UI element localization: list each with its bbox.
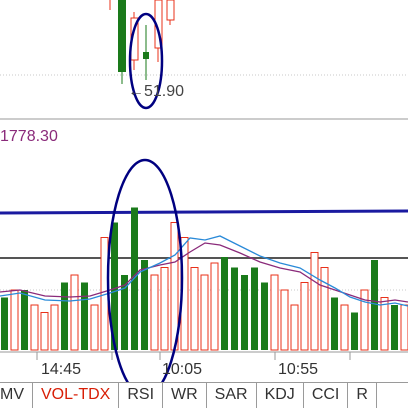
candle-body [166, 0, 175, 21]
volume-bar-up [290, 304, 299, 351]
volume-bar-up [270, 274, 279, 351]
time-tick-label: 10:05 [162, 361, 202, 378]
volume-bar-up [200, 274, 209, 351]
volume-bar-up [190, 267, 199, 351]
volume-bar-up [340, 304, 349, 351]
volume-bar-up [300, 282, 309, 351]
volume-bar-down [61, 282, 68, 350]
ma-line-purple [0, 242, 408, 303]
volume-bar-down [261, 282, 268, 350]
volume-bar-down [121, 275, 128, 350]
tab-mv[interactable]: MV [0, 383, 33, 408]
volume-bar-down [391, 305, 398, 350]
volume-bar-up [150, 274, 159, 351]
volume-bar-up [380, 297, 389, 351]
volume-bar-up [90, 304, 99, 351]
volume-bar-down [1, 297, 8, 350]
volume-bar-down [371, 260, 378, 350]
volume-bar-up [310, 252, 319, 351]
volume-bar-down [241, 275, 248, 350]
volume-bar-up [280, 289, 289, 351]
candle-body [118, 0, 126, 72]
volume-bar-up [400, 304, 408, 351]
candle-body [143, 52, 149, 59]
price-candles [109, 0, 175, 84]
annotation-ellipse-small [128, 12, 164, 110]
tab-kdj[interactable]: KDJ [257, 383, 304, 408]
volume-reading-label: 1778.30 [0, 128, 58, 145]
volume-bar-down [141, 260, 148, 350]
volume-bar-down [81, 282, 88, 350]
volume-bar-down [231, 267, 238, 350]
volume-bar-down [21, 290, 28, 350]
volume-bar-up [50, 304, 59, 351]
ma-line-blue [0, 235, 408, 307]
volume-bar-up [210, 262, 219, 351]
tab-cci[interactable]: CCI [304, 383, 349, 408]
volume-bar-up [360, 289, 369, 351]
volume-bar-down [351, 312, 358, 350]
volume-bar-up [160, 267, 169, 351]
volume-bar-down [111, 222, 118, 350]
volume-bar-up [30, 304, 39, 351]
volume-bars [1, 207, 408, 351]
volume-bar-up [70, 274, 79, 351]
tab-vol-tdx[interactable]: VOL-TDX [33, 383, 120, 408]
volume-bar-down [221, 257, 228, 350]
time-tick-label: 10:55 [278, 361, 318, 378]
annotation-ellipse-large [106, 158, 184, 382]
volume-bar-up [320, 267, 329, 351]
time-tick-label: 14:45 [41, 361, 81, 378]
volume-bar-down [331, 297, 338, 350]
tab-wr[interactable]: WR [163, 383, 207, 408]
stock-chart[interactable]: 14:45 10:05 10:55 [0, 0, 408, 382]
price-annotation-label: ←51.90 [128, 83, 185, 100]
volume-bar-up [10, 289, 19, 351]
volume-bar-down [251, 267, 258, 350]
volume-bar-up [40, 312, 49, 351]
tab-r[interactable]: R [348, 383, 377, 408]
tab-sar[interactable]: SAR [207, 383, 257, 408]
indicator-tab-bar: MV VOL-TDX RSI WR SAR KDJ CCI R [0, 382, 408, 411]
tab-rsi[interactable]: RSI [119, 383, 164, 408]
blue-reference-line [0, 209, 408, 215]
